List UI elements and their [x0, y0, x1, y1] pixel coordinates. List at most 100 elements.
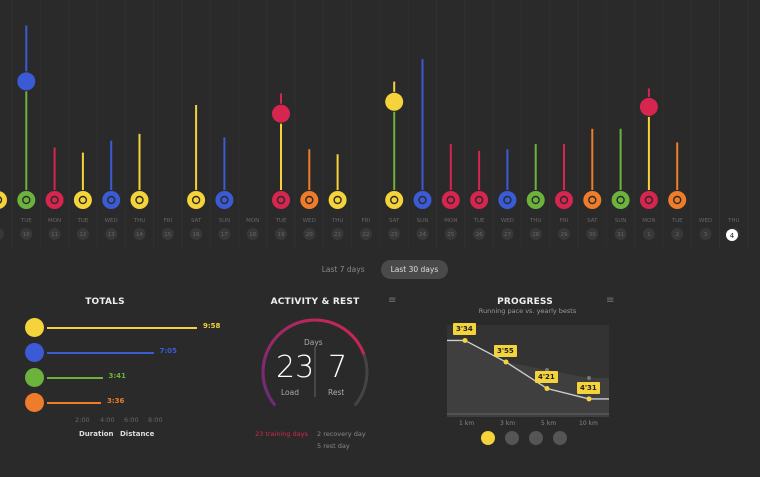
- totals-row[interactable]: 9:58: [25, 318, 225, 338]
- activity-marker: [385, 92, 404, 111]
- filter-run-button[interactable]: [481, 431, 495, 445]
- date-bubble[interactable]: [246, 228, 259, 240]
- date-bubble[interactable]: [473, 228, 486, 240]
- date-label: 11: [51, 232, 58, 238]
- date-label: 21: [334, 232, 341, 238]
- date-bubble[interactable]: [671, 228, 684, 240]
- day-label: TUE: [76, 218, 88, 224]
- date-bubble[interactable]: [20, 228, 33, 240]
- date-label: 17: [221, 232, 228, 238]
- menu-icon[interactable]: ≡: [606, 295, 615, 306]
- day-label: FRI: [163, 218, 172, 224]
- pace-label: 3'34: [453, 323, 476, 336]
- activity-marker: [385, 191, 404, 209]
- activity-marker: [611, 191, 630, 209]
- date-bubble[interactable]: [331, 228, 344, 240]
- totals-row[interactable]: 3:41: [25, 368, 225, 388]
- day-column[interactable]: MON 1: [639, 88, 658, 240]
- day-column[interactable]: SAT 16: [187, 105, 206, 240]
- day-column[interactable]: FRI 29: [555, 144, 573, 240]
- menu-icon[interactable]: ≡: [388, 295, 397, 306]
- date-bubble[interactable]: [48, 228, 61, 240]
- activity-marker: [130, 191, 149, 209]
- day-column[interactable]: TUE 10: [17, 25, 36, 241]
- totals-axis-tick: 6:00: [124, 416, 139, 424]
- day-column[interactable]: MON 25: [441, 144, 460, 240]
- legend-duration[interactable]: Duration: [79, 430, 114, 438]
- activity-marker: [73, 191, 92, 209]
- totals-row[interactable]: 3:36: [25, 393, 225, 413]
- date-bubble[interactable]: [586, 228, 599, 240]
- day-column[interactable]: WED 13: [102, 140, 121, 240]
- date-bubble[interactable]: [529, 228, 542, 240]
- date-bubble[interactable]: [105, 228, 118, 240]
- date-label: 24: [419, 232, 426, 238]
- day-column[interactable]: MON 11: [45, 147, 64, 241]
- day-label: MON: [48, 218, 61, 224]
- day-column[interactable]: WED 3: [699, 218, 712, 240]
- best-point: [545, 368, 549, 372]
- date-bubble[interactable]: [0, 228, 4, 240]
- tab-last-7-days[interactable]: Last 7 days: [321, 265, 365, 274]
- pace-label: 4'21: [535, 371, 558, 384]
- date-bubble[interactable]: [303, 228, 316, 240]
- date-bubble[interactable]: [190, 228, 203, 240]
- legend-distance[interactable]: Distance: [120, 430, 155, 438]
- day-column[interactable]: THU 21: [328, 154, 347, 240]
- day-column[interactable]: [0, 173, 7, 240]
- day-column[interactable]: FRI 15: [161, 218, 174, 240]
- date-bubble[interactable]: [218, 228, 231, 240]
- day-column[interactable]: SUN 24: [413, 59, 432, 240]
- date-bubble[interactable]: [699, 228, 712, 240]
- day-column[interactable]: SUN 17: [215, 137, 234, 240]
- day-column[interactable]: MON 18: [246, 218, 259, 240]
- filter-walk-button[interactable]: [529, 431, 543, 445]
- day-label: MON: [246, 218, 259, 224]
- filter-cycle-button[interactable]: [505, 431, 519, 445]
- pace-point[interactable]: [462, 337, 468, 343]
- date-bubble[interactable]: [642, 228, 655, 240]
- day-column[interactable]: SUN 31: [611, 128, 630, 240]
- filter-other-button[interactable]: [553, 431, 567, 445]
- pace-point[interactable]: [586, 396, 592, 402]
- date-label: 27: [504, 232, 511, 238]
- day-label: THU: [331, 218, 344, 224]
- sport-icon: [220, 195, 229, 205]
- day-column[interactable]: THU 14: [130, 133, 149, 240]
- sport-icon: [644, 195, 654, 205]
- sport-icon: [559, 195, 569, 205]
- date-bubble[interactable]: [161, 228, 174, 240]
- day-column[interactable]: SAT 23: [385, 81, 404, 240]
- pace-point[interactable]: [544, 385, 550, 391]
- date-bubble[interactable]: [388, 228, 401, 240]
- activity-marker: [17, 72, 36, 91]
- day-column[interactable]: TUE 2: [668, 142, 687, 240]
- date-bubble[interactable]: [275, 228, 287, 240]
- date-bubble[interactable]: [444, 228, 457, 240]
- activity-marker: [45, 191, 64, 209]
- date-bubble[interactable]: [133, 228, 146, 240]
- activity-rest-gauge: [261, 318, 369, 407]
- pace-point[interactable]: [503, 359, 509, 365]
- date-bubble[interactable]: [614, 228, 627, 240]
- date-bubble[interactable]: [76, 228, 89, 240]
- day-column[interactable]: TUE 26: [470, 150, 489, 240]
- day-column[interactable]: THU 28: [526, 144, 545, 240]
- day-column[interactable]: FRI 22: [359, 218, 372, 240]
- tab-last-30-days[interactable]: Last 30 days: [380, 260, 449, 279]
- totals-row[interactable]: 7:05: [25, 343, 225, 363]
- date-bubble[interactable]: [558, 228, 570, 240]
- activity-marker: [102, 191, 121, 209]
- day-column[interactable]: WED 27: [498, 149, 517, 240]
- totals-value: 9:58: [203, 322, 221, 330]
- date-bubble[interactable]: [416, 228, 429, 240]
- day-column[interactable]: TUE 12: [73, 152, 92, 240]
- date-bubble[interactable]: [359, 228, 372, 240]
- day-column[interactable]: WED 20: [300, 149, 319, 240]
- day-column[interactable]: SAT 30: [583, 128, 602, 240]
- date-bubble[interactable]: [501, 228, 514, 240]
- best-point: [587, 376, 591, 380]
- day-column[interactable]: TUE 19: [272, 93, 290, 241]
- sport-icon: [588, 195, 597, 205]
- day-label: SUN: [219, 218, 231, 224]
